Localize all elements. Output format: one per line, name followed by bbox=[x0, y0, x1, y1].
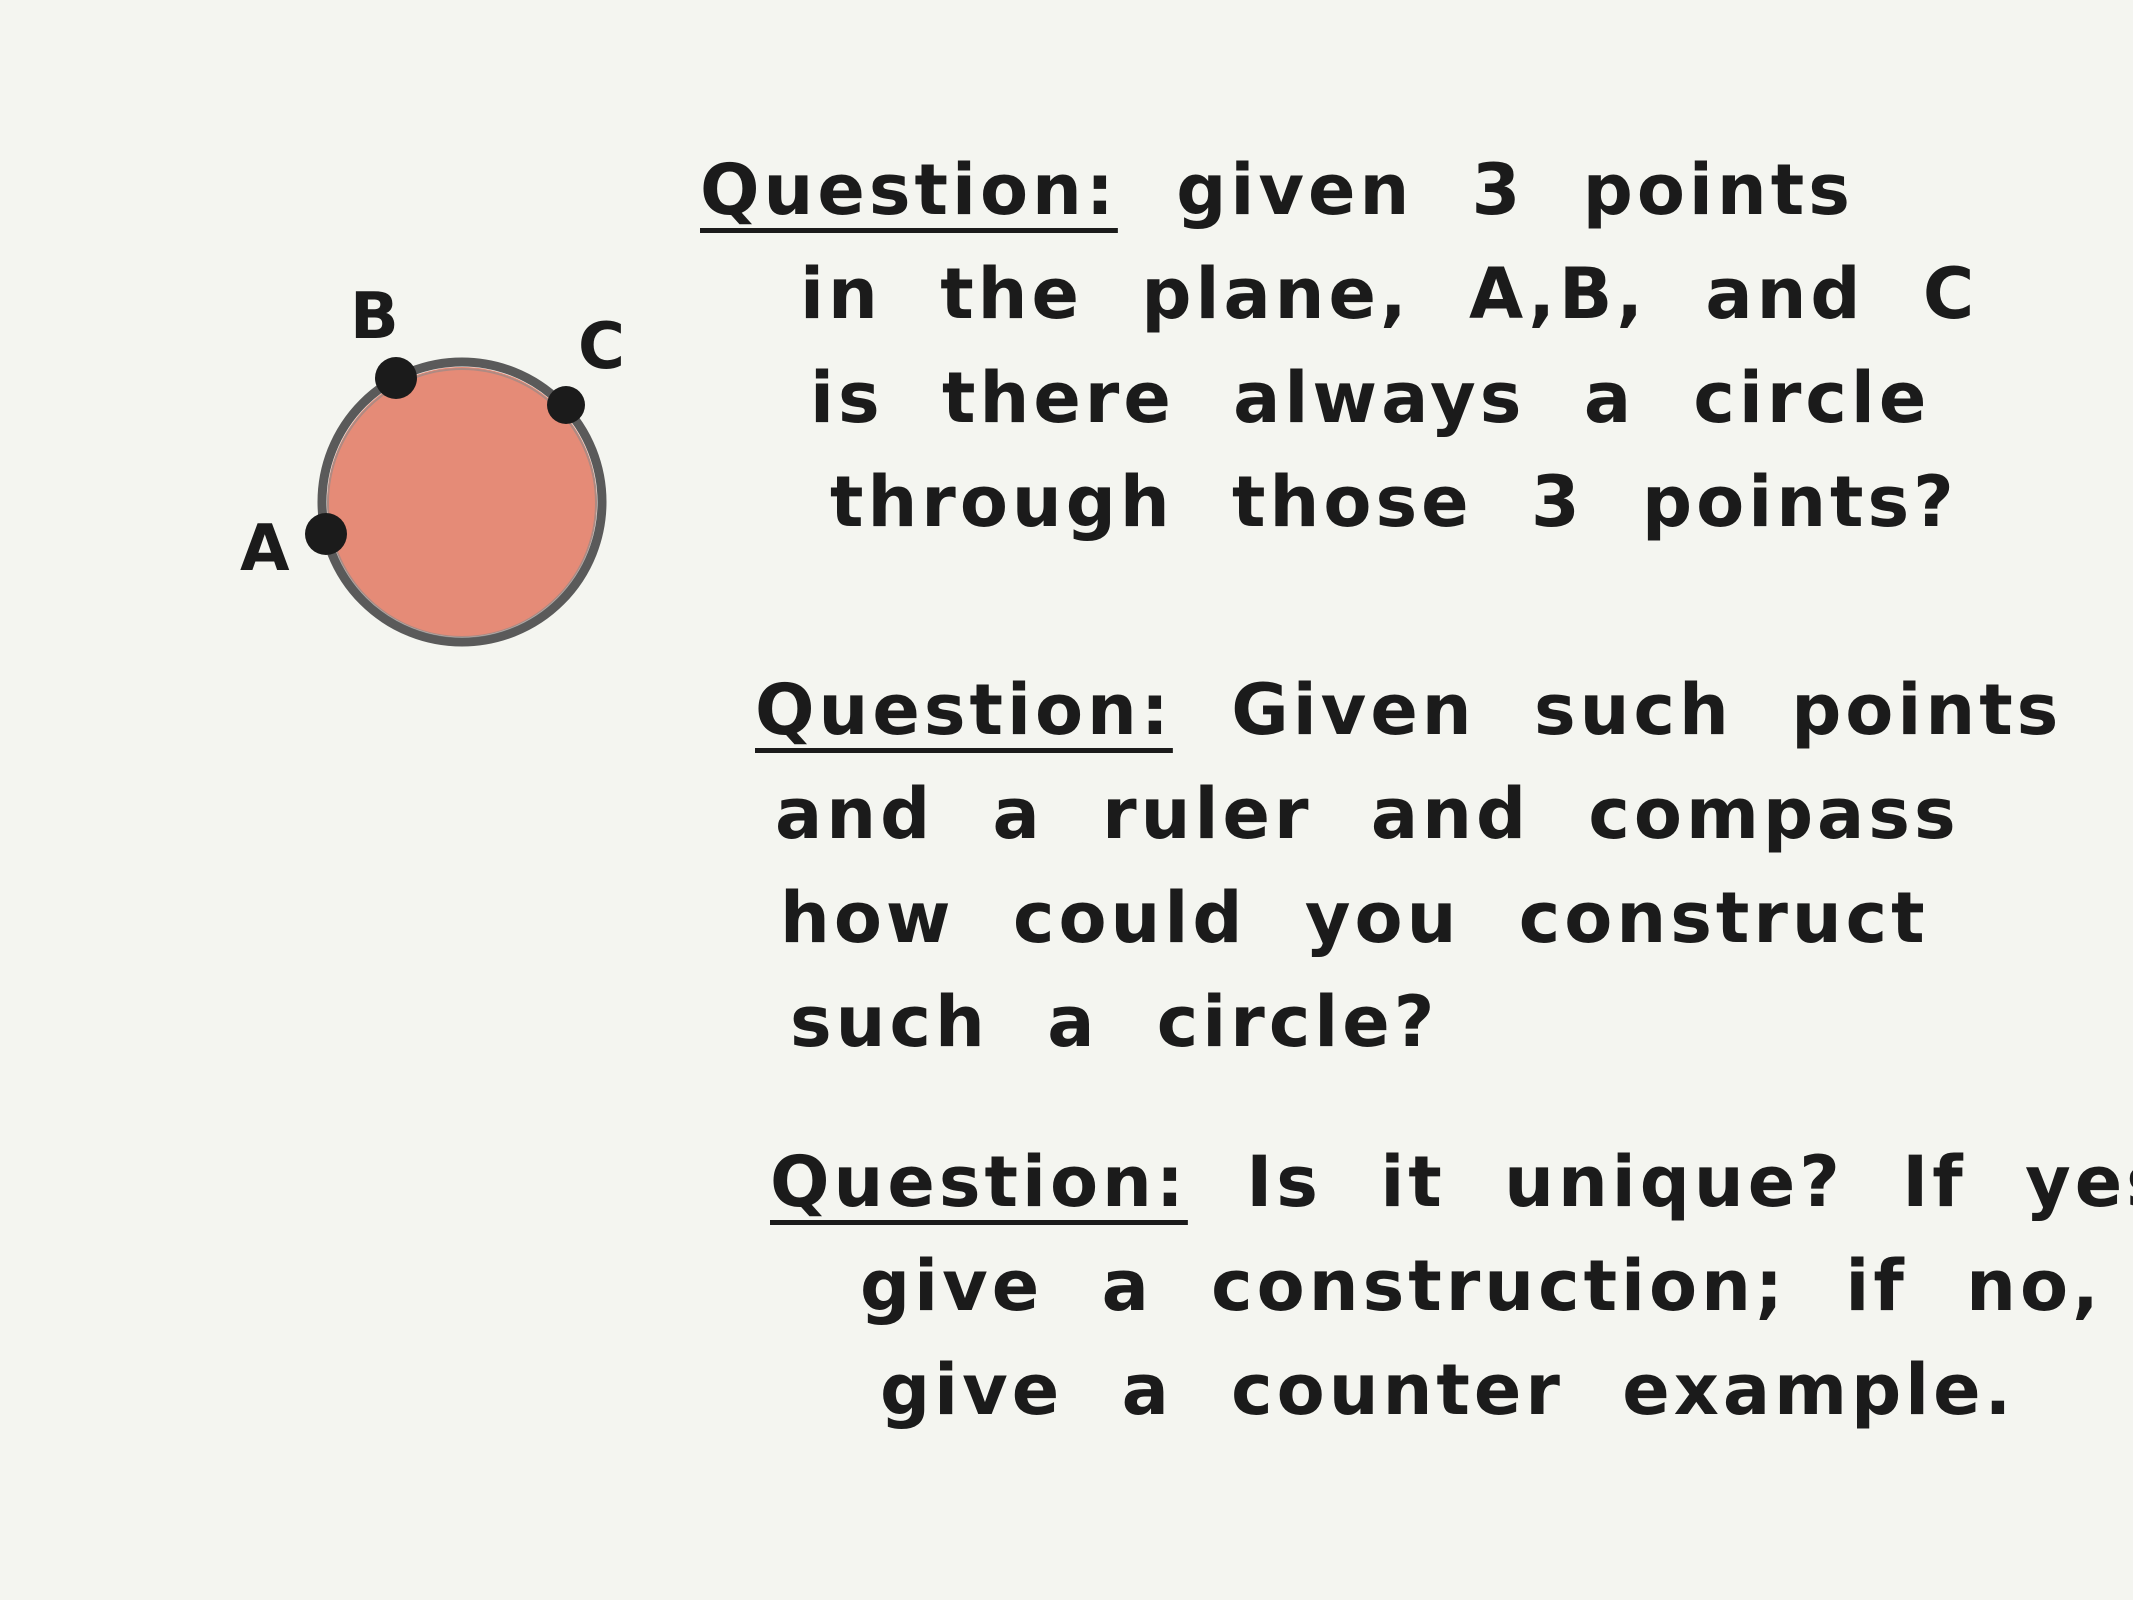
circle-outline-inner bbox=[327, 368, 597, 638]
point-a-dot bbox=[305, 513, 347, 555]
question-3-line-2: give a construction; if no, bbox=[860, 1245, 2103, 1327]
question-1: Question: given 3 points in the plane, A… bbox=[700, 138, 1978, 554]
question-1-lead: Question: bbox=[700, 149, 1118, 231]
point-b-label: B bbox=[350, 280, 399, 354]
question-3-line-3: give a counter example. bbox=[880, 1349, 2016, 1431]
question-2: Question: Given such points and a ruler … bbox=[755, 658, 2062, 1074]
question-2-text-1: Given such points bbox=[1231, 669, 2063, 751]
question-1-line-2: in the plane, A,B, and C bbox=[800, 253, 1979, 335]
question-2-line-2: and a ruler and compass bbox=[775, 773, 1960, 855]
question-1-line-1: Question: given 3 points bbox=[700, 138, 1978, 242]
question-3-text-1: Is it unique? If yes, bbox=[1246, 1141, 2133, 1223]
point-b-dot bbox=[375, 357, 417, 399]
question-1-line-4: through those 3 points? bbox=[830, 461, 1958, 543]
question-2-line-3: how could you construct bbox=[780, 877, 1929, 959]
circle bbox=[317, 357, 607, 647]
circle-outline bbox=[317, 357, 607, 647]
question-3-lead: Question: bbox=[770, 1141, 1188, 1223]
circle-fill bbox=[327, 367, 597, 637]
question-2-lead: Question: bbox=[755, 669, 1173, 751]
question-2-line-1: Question: Given such points bbox=[755, 658, 2062, 762]
point-c-dot bbox=[547, 386, 585, 424]
point-a-label: A bbox=[240, 512, 290, 586]
question-3: Question: Is it unique? If yes, give a c… bbox=[770, 1130, 2133, 1442]
question-2-line-4: such a circle? bbox=[790, 981, 1439, 1063]
question-1-line-3: is there always a circle bbox=[810, 357, 1931, 439]
point-c-label: C bbox=[578, 310, 625, 384]
question-1-text-1: given 3 points bbox=[1176, 149, 1854, 231]
question-3-line-1: Question: Is it unique? If yes, bbox=[770, 1130, 2133, 1234]
